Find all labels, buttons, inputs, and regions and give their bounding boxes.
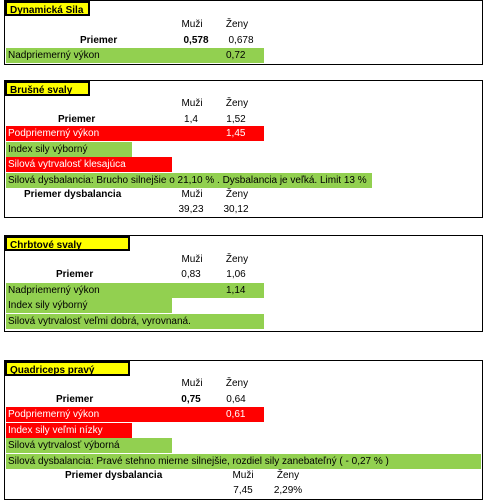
- men-header: Muži: [181, 98, 203, 109]
- men-header-2: Muži: [232, 470, 254, 481]
- average-label: Priemer: [56, 394, 94, 405]
- women-average: 0,64: [226, 394, 246, 405]
- performance-row: Nadpriemerný výkon 1,14: [6, 283, 264, 298]
- performance-row: Podpriemerný výkon 1,45: [6, 126, 264, 141]
- women-performance-value: 1,14: [226, 285, 246, 296]
- strength-index-row: Index sily veľmi nízky: [6, 423, 132, 438]
- men-average: 1,4: [184, 114, 198, 125]
- men-dysbalance: 7,45: [233, 485, 253, 496]
- women-performance-value: 0,72: [226, 50, 246, 61]
- average-label: Priemer: [56, 269, 94, 280]
- section-quadriceps-pravy: Quadriceps pravý Muži Ženy Priemer 0,75 …: [4, 360, 483, 500]
- women-header: Ženy: [225, 98, 249, 109]
- women-performance-value: 1,45: [226, 128, 246, 139]
- performance-label: Nadpriemerný výkon: [8, 50, 100, 61]
- dysbalance-row: Silová dysbalancia: Brucho silnejšie o 2…: [6, 173, 372, 188]
- dysbalance-average-label: Priemer dysbalancia: [24, 189, 122, 200]
- women-header: Ženy: [225, 378, 249, 389]
- men-header: Muži: [181, 254, 203, 265]
- performance-label: Nadpriemerný výkon: [8, 285, 100, 296]
- performance-row: Podpriemerný výkon 0,61: [6, 407, 264, 422]
- section-dynamicka-sila: Dynamická Sila Muži Ženy Priemer 0,578 0…: [4, 0, 483, 65]
- section-chrbtove-svaly: Chrbtové svaly Muži Ženy Priemer 0,83 1,…: [4, 235, 483, 332]
- section-title: Brušné svaly: [5, 81, 90, 96]
- section-title: Dynamická Sila: [5, 1, 90, 16]
- women-dysbalance: 30,12: [223, 204, 249, 215]
- endurance-row: Silová vytrvalosť výborná: [6, 438, 172, 453]
- men-header: Muži: [181, 19, 203, 30]
- section-title: Chrbtové svaly: [5, 236, 130, 251]
- strength-index-row: Index sily výborný: [6, 298, 172, 313]
- men-average: 0,578: [183, 35, 209, 46]
- average-label: Priemer: [80, 35, 118, 46]
- women-header: Ženy: [225, 254, 249, 265]
- women-header: Ženy: [225, 19, 249, 30]
- performance-label: Podpriemerný výkon: [8, 128, 100, 139]
- men-average: 0,75: [181, 394, 201, 405]
- endurance-row: Silová vytrvalosť veľmi dobrá, vyrovnaná…: [6, 314, 264, 329]
- women-performance-value: 0,61: [226, 409, 246, 420]
- men-dysbalance: 39,23: [178, 204, 204, 215]
- women-average: 1,06: [226, 269, 246, 280]
- strength-index-row: Index sily výborný: [6, 142, 132, 157]
- men-header-2: Muži: [181, 189, 203, 200]
- women-average: 1,52: [226, 114, 246, 125]
- men-average: 0,83: [181, 269, 201, 280]
- women-header-2: Ženy: [225, 189, 249, 200]
- women-header-2: Ženy: [276, 470, 300, 481]
- performance-row: Nadpriemerný výkon 0,72: [6, 48, 264, 63]
- section-title: Quadriceps pravý: [5, 361, 130, 376]
- section-brusne-svaly: Brušné svaly Muži Ženy Priemer 1,4 1,52 …: [4, 80, 483, 218]
- average-label: Priemer: [58, 114, 96, 125]
- men-header: Muži: [181, 378, 203, 389]
- endurance-row: Silová vytrvalosť klesajúca: [6, 157, 172, 172]
- women-dysbalance: 2,29%: [273, 485, 303, 496]
- dysbalance-row: Silová dysbalancia: Pravé stehno mierne …: [6, 454, 481, 469]
- dysbalance-average-label: Priemer dysbalancia: [65, 470, 163, 481]
- performance-label: Podpriemerný výkon: [8, 409, 100, 420]
- women-average: 0,678: [228, 35, 254, 46]
